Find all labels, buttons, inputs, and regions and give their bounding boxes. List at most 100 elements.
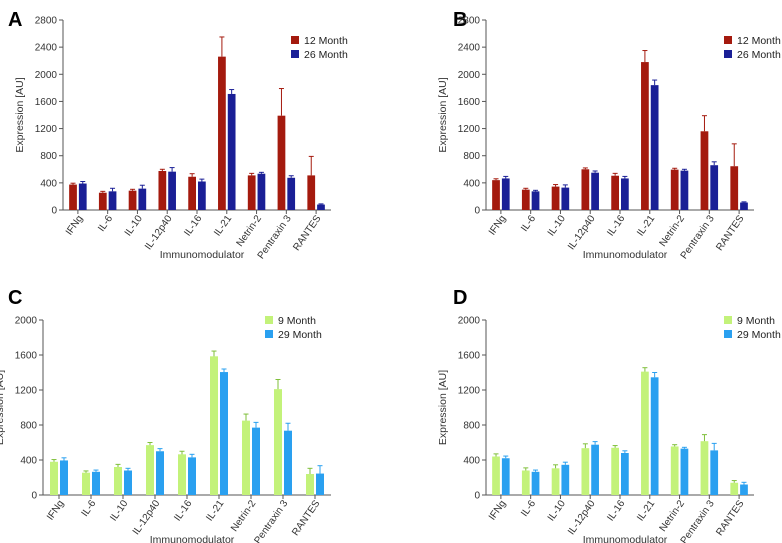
y-tick-label: 2000 [15,316,38,327]
x-category-label: Netrin-2 [658,498,688,534]
x-category-label: IL-12p40 [566,498,598,537]
bar-12-month [611,175,619,210]
bar-9-month [581,448,590,495]
bar-12-month [730,166,739,210]
y-axis-title: Expression [AU] [437,370,449,445]
bar-26-month [257,173,266,210]
bar-9-month [178,454,186,495]
bar-9-month [210,356,218,495]
x-category-label: IFNg [487,498,508,522]
x-category-label: IL-6 [96,213,115,234]
x-category-label: IL-21 [635,498,657,523]
bar-12-month [247,175,256,210]
x-axis-title: Immunomodulator [583,249,668,261]
y-tick-label: 0 [474,491,480,502]
legend-swatch [291,50,299,58]
y-axis-title: Expression [AU] [0,370,6,445]
y-tick-label: 800 [40,151,57,162]
bar-9-month [306,474,314,495]
y-tick-label: 1600 [35,97,58,108]
x-category-label: RANTES [714,213,746,253]
bar-29-month [591,444,599,495]
legend-label: 29 Month [737,329,781,341]
legend-label: 12 Month [304,35,348,47]
x-category-label: IL-10 [546,498,568,523]
bar-29-month [680,448,689,495]
y-tick-label: 1600 [458,97,481,108]
x-category-label: IL-10 [108,498,130,523]
y-tick-label: 400 [463,178,480,189]
bar-26-month [108,191,117,210]
bar-29-month [124,470,132,495]
bar-9-month [700,441,709,495]
bar-12-month [307,175,316,210]
y-tick-label: 0 [31,491,37,502]
y-tick-label: 2000 [35,70,58,81]
bar-26-month [621,178,629,210]
x-category-label: IL-12p40 [566,213,598,252]
bar-12-month [69,184,77,210]
bar-26-month [740,202,748,210]
y-tick-label: 2800 [458,16,481,27]
bar-29-month [531,471,540,495]
y-tick-label: 0 [51,206,57,217]
x-category-label: Netrin-2 [235,213,265,249]
y-tick-label: 400 [20,456,37,467]
y-tick-label: 800 [463,151,480,162]
chart-panel-b: B 0 400 800 1200 1600 2000 2400 2800 Expression [… [437,9,781,261]
bar-29-month [710,450,719,495]
bar-26-month [501,178,510,210]
bar-29-month [220,372,228,495]
bar-26-month [650,85,659,210]
y-tick-label: 0 [474,206,480,217]
bar-26-month [198,181,206,210]
bar-9-month [242,420,250,495]
y-axis-title: Expression [AU] [14,77,26,152]
y-tick-label: 2400 [458,43,481,54]
x-category-label: IL-12p40 [131,498,163,537]
bar-12-month [700,131,709,210]
bar-9-month [670,446,679,495]
chart-panel-c: C 0 400 800 1200 1600 2000 Expression [AU] IFNg I… [0,287,331,543]
legend-swatch [291,36,299,44]
bar-12-month [581,169,590,210]
bar-12-month [551,186,560,210]
y-tick-label: 2800 [35,16,58,27]
bar-9-month [50,461,58,495]
bar-29-month [650,377,659,495]
legend-label: 9 Month [737,315,775,327]
bar-12-month [521,189,530,210]
bar-29-month [60,460,68,495]
bar-26-month [78,183,87,210]
y-tick-label: 1200 [458,124,481,135]
bar-12-month [158,170,167,210]
x-category-label: IL-10 [546,213,568,238]
x-category-label: IL-10 [123,213,145,238]
panel-letter: C [8,287,22,309]
bar-29-month [252,427,260,495]
panel-letter: D [453,287,467,309]
bar-9-month [521,470,530,495]
chart-panel-d: D 0 400 800 1200 1600 2000 Expression [AU] IFNg I… [437,287,781,543]
bar-9-month [551,468,560,495]
x-category-label: IL-12p40 [143,213,175,252]
y-tick-label: 2000 [458,316,481,327]
y-tick-label: 1200 [35,124,58,135]
y-tick-label: 400 [40,178,57,189]
bar-9-month [146,445,154,495]
legend-swatch [724,36,732,44]
x-axis-title: Immunomodulator [160,249,245,261]
y-tick-label: 800 [463,421,480,432]
legend-label: 29 Month [278,329,322,341]
bar-29-month [561,464,570,495]
bar-12-month [98,192,107,210]
x-category-label: RANTES [290,498,322,538]
bar-26-month [227,93,236,210]
x-category-label: IL-16 [172,498,194,523]
x-category-label: IL-16 [605,213,627,238]
bar-29-month [284,430,292,495]
legend-label: 26 Month [304,49,348,61]
bar-12-month [670,169,679,210]
bar-26-month [561,187,570,210]
x-axis-title: Immunomodulator [583,534,668,543]
